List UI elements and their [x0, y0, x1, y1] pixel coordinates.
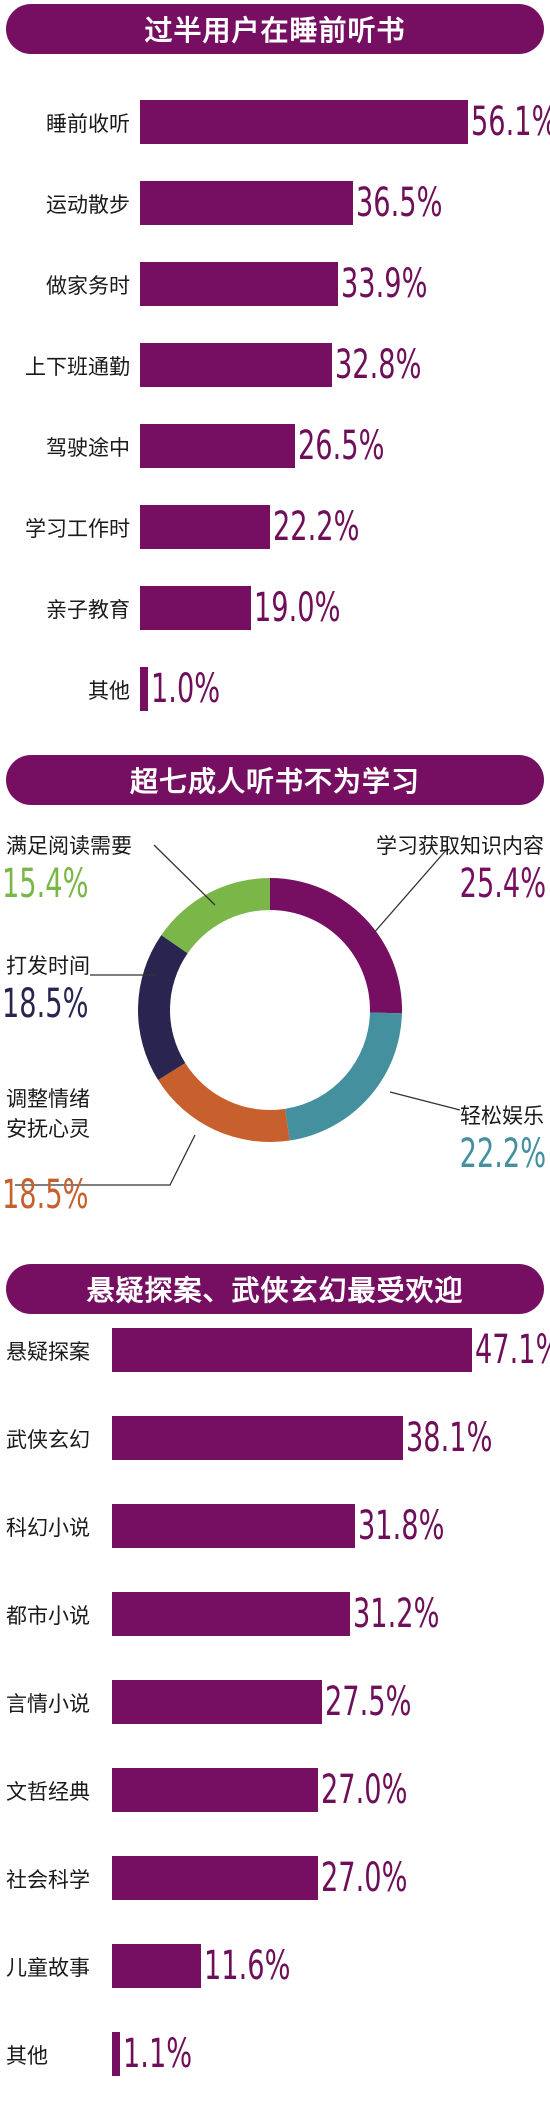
- bar-5: [140, 424, 295, 468]
- bar-label-7: 社会科学: [6, 1868, 90, 1892]
- bar-value-5: 26.5%: [297, 423, 385, 469]
- leader-line-3: [389, 1091, 461, 1111]
- bar-2: [112, 1416, 404, 1460]
- bar-value-2: 36.5%: [356, 180, 443, 226]
- bar-label-3: 科幻小说: [6, 1516, 90, 1540]
- bar-label-6: 文哲经典: [6, 1780, 90, 1804]
- leader-line-2: [371, 847, 449, 936]
- chart-title-2: 超七成人听书不为学习: [129, 765, 420, 798]
- chart-title-1: 过半用户在睡前听书: [144, 14, 406, 47]
- label-emotion: 调整情绪 安抚心灵: [6, 1087, 90, 1141]
- banner-sleep-listening: 过半用户在睡前听书: [6, 4, 544, 54]
- bar-label-9: 其他: [6, 2044, 48, 2068]
- banner-not-for-learning: 超七成人听书不为学习: [6, 755, 544, 805]
- bar-value-3: 31.8%: [358, 1503, 445, 1549]
- bar-label-5: 言情小说: [6, 1692, 90, 1716]
- bar-value-4: 32.8%: [334, 342, 422, 388]
- bar-label-7: 亲子教育: [46, 598, 130, 622]
- bar-4: [112, 1592, 351, 1636]
- bar-9: [112, 2032, 121, 2076]
- bar-3: [140, 262, 339, 306]
- bar-8: [112, 1944, 201, 1988]
- bar-label-8: 儿童故事: [6, 1956, 90, 1980]
- bar-8: [140, 667, 148, 711]
- bar-7: [112, 1856, 319, 1900]
- bar-value-7: 19.0%: [254, 585, 341, 631]
- bar-label-6: 学习工作时: [25, 517, 130, 541]
- bar-value-5: 27.5%: [325, 1679, 412, 1725]
- value-learning: 25.4%: [459, 861, 546, 907]
- bar-value-1: 56.1%: [471, 99, 550, 145]
- leader-line-1: [153, 844, 216, 906]
- label-entertainment: 轻松娱乐: [460, 1104, 544, 1128]
- donut-slice-5: [161, 878, 270, 954]
- value-pass-time: 18.5%: [2, 981, 89, 1027]
- bar-label-8: 其他: [88, 679, 130, 703]
- bar-label-1: 悬疑探案: [6, 1340, 90, 1364]
- bar-5: [112, 1680, 323, 1724]
- donut-slice-1: [270, 878, 402, 1014]
- bar-label-4: 上下班通勤: [25, 355, 130, 379]
- bar-value-6: 27.0%: [321, 1767, 408, 1813]
- chart-title-3: 悬疑探案、武侠玄幻最受欢迎: [86, 1274, 464, 1307]
- bar-label-3: 做家务时: [46, 274, 130, 298]
- bar-value-3: 33.9%: [341, 261, 428, 307]
- value-emotion: 18.5%: [2, 1172, 89, 1218]
- bar-value-8: 1.0%: [151, 666, 221, 712]
- bar-1: [140, 100, 468, 144]
- bar-1: [112, 1328, 472, 1372]
- value-entertainment: 22.2%: [459, 1131, 546, 1177]
- bar-value-2: 38.1%: [406, 1415, 493, 1461]
- bar-value-8: 11.6%: [203, 1943, 291, 1989]
- bar-value-7: 27.0%: [321, 1855, 408, 1901]
- bar-value-4: 31.2%: [353, 1591, 440, 1637]
- banner-popular-genres: 悬疑探案、武侠玄幻最受欢迎: [6, 1264, 544, 1314]
- bar-3: [112, 1504, 356, 1548]
- bar-label-1: 睡前收听: [46, 112, 130, 136]
- bar-value-6: 22.2%: [272, 504, 360, 550]
- bar-2: [140, 181, 354, 225]
- donut-slice-4: [137, 935, 188, 1081]
- bar-label-2: 武侠玄幻: [6, 1428, 90, 1452]
- bar-6: [140, 505, 270, 549]
- label-learning: 学习获取知识内容: [376, 834, 544, 858]
- donut-slice-3: [158, 1063, 290, 1142]
- bar-4: [140, 343, 332, 387]
- bar-label-5: 驾驶途中: [46, 436, 130, 460]
- value-reading-needs: 15.4%: [2, 861, 89, 907]
- donut-slice-2: [285, 1012, 402, 1141]
- bar-6: [112, 1768, 319, 1812]
- bar-value-1: 47.1%: [475, 1327, 550, 1373]
- label-reading-needs: 满足阅读需要: [6, 834, 132, 858]
- bar-7: [140, 586, 252, 630]
- bar-label-2: 运动散步: [46, 193, 130, 217]
- bar-value-9: 1.1%: [123, 2031, 193, 2077]
- label-pass-time: 打发时间: [6, 954, 90, 978]
- bar-label-4: 都市小说: [6, 1604, 90, 1628]
